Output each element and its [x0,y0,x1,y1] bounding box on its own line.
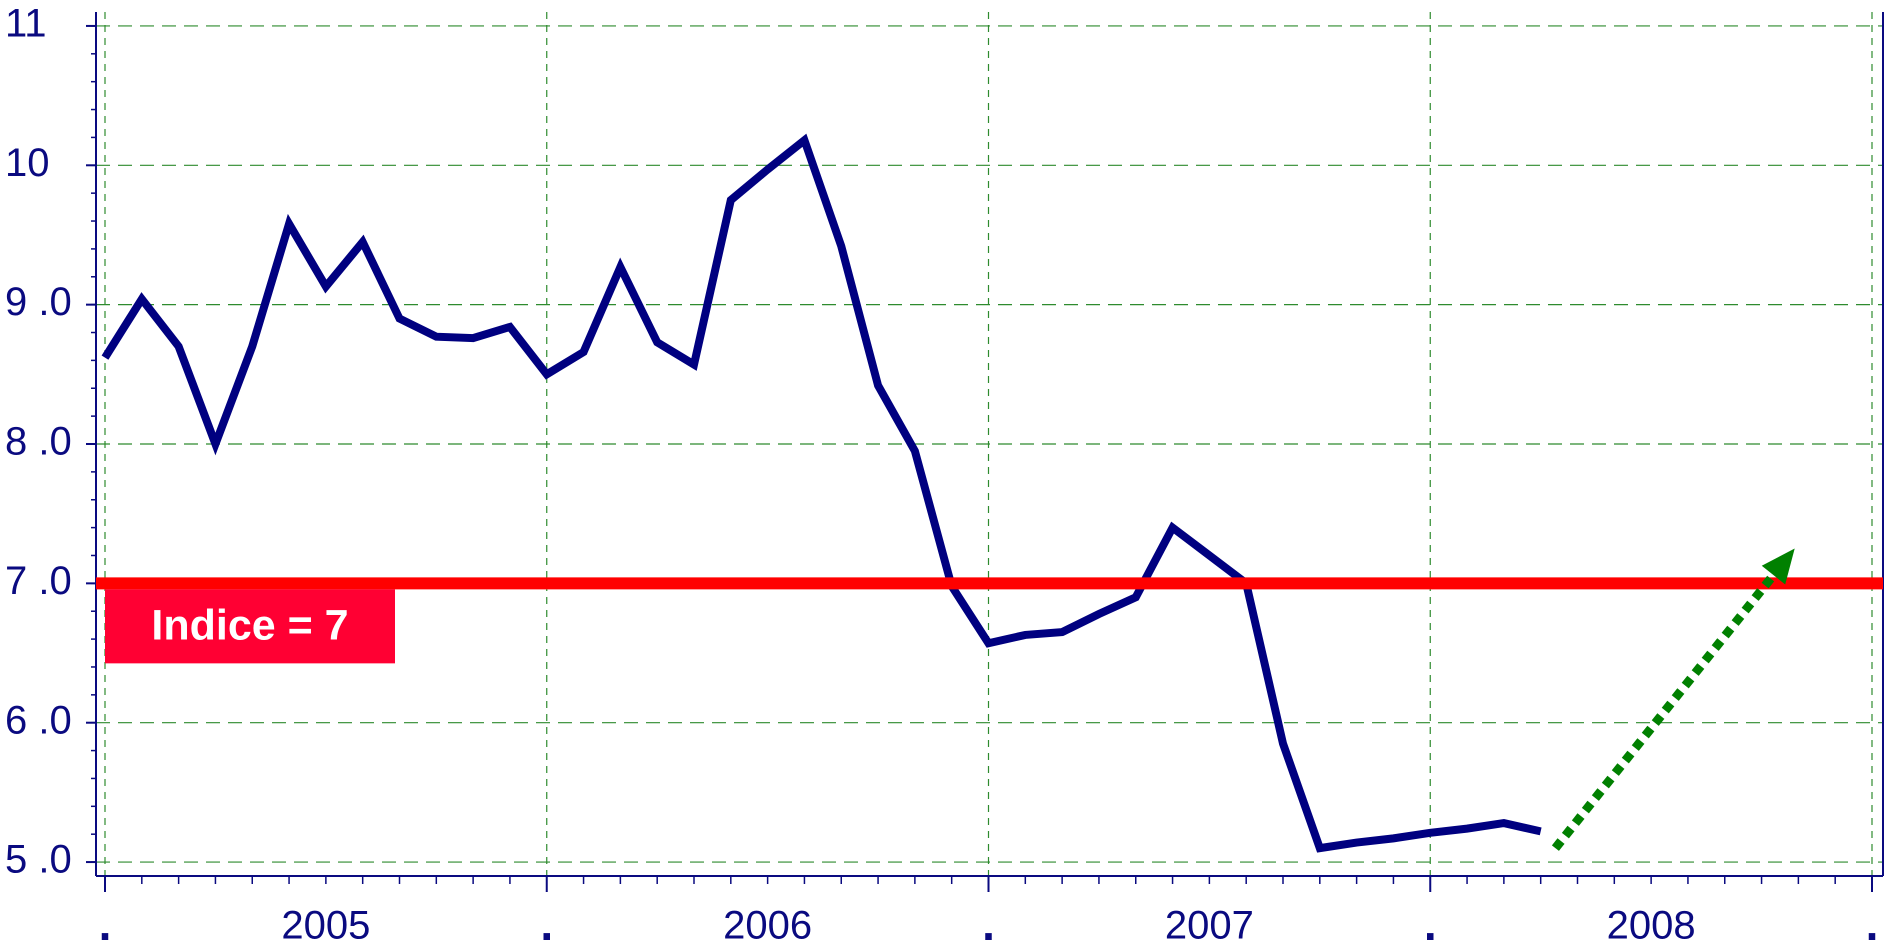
x-tick-label: 2005 [281,904,370,948]
trend-arrow [1551,572,1777,851]
x-tick-label: . [1866,898,1879,948]
x-tick-label: . [99,898,112,948]
y-tick-label: 11 [5,1,47,45]
y-tick-label: 6 .0 [5,698,72,742]
x-tick-label: 2007 [1165,904,1254,948]
arrow-head [1761,548,1795,585]
reference-label-box [105,589,395,664]
series-line [101,133,1542,853]
x-tick-label: . [1424,898,1437,948]
y-tick-label: 9 .0 [5,280,72,324]
y-tick-label: 10 [5,141,50,185]
y-tick-label: 5 .0 [5,838,72,882]
reference-label: Indice = 7 [151,602,348,650]
x-tick-label: . [982,898,995,948]
y-tick-label: 8 .0 [5,420,72,464]
y-tick-label: 7 .0 [5,559,72,603]
x-tick-label: 2008 [1607,904,1696,948]
x-tick-label: . [540,898,553,948]
x-tick-label: 2006 [723,904,812,948]
